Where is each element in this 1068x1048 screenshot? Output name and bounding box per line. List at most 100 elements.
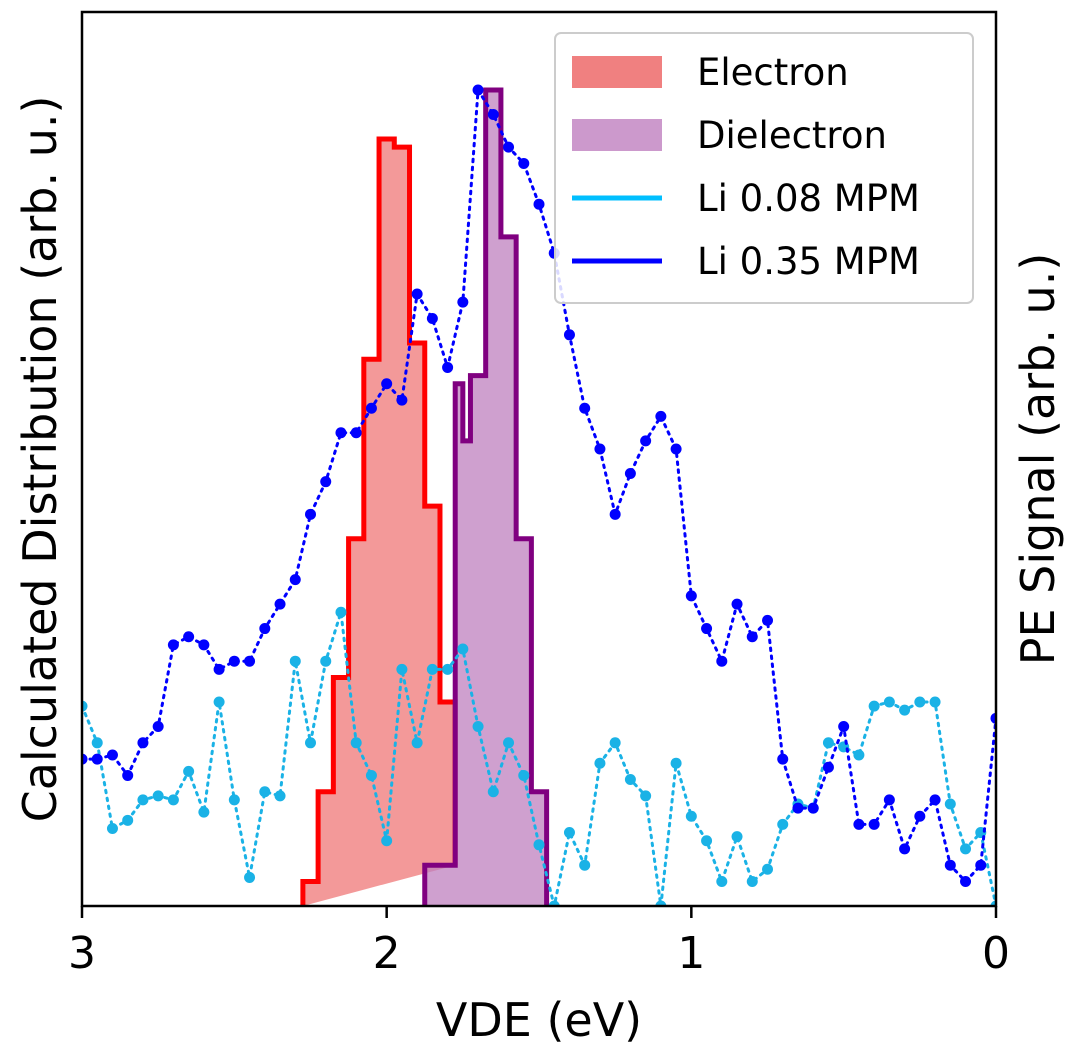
- series-2-point: [838, 720, 850, 732]
- series-1-point: [822, 737, 834, 749]
- series-1-point: [167, 794, 179, 806]
- series-2-point: [609, 508, 621, 520]
- series-2-point: [990, 712, 996, 724]
- series-1-point: [442, 663, 454, 675]
- series-2-point: [929, 794, 941, 806]
- series-1-point: [853, 749, 865, 761]
- series-1-point: [289, 655, 301, 667]
- series-1-point: [563, 827, 575, 839]
- series-2-point: [289, 574, 301, 586]
- legend-label-3: Li 0.08 MPM: [697, 177, 920, 220]
- series-2-point: [426, 312, 438, 324]
- plot-frame: [80, 10, 998, 908]
- series-2-point: [853, 818, 865, 830]
- series-2-point: [975, 859, 987, 871]
- series-1-point: [457, 643, 469, 655]
- series-1-point: [426, 663, 438, 675]
- series-1-point: [198, 806, 210, 818]
- series-1-point: [350, 737, 362, 749]
- series-2-point: [579, 402, 591, 414]
- series-2-point: [167, 639, 179, 651]
- series-2-point: [411, 288, 423, 300]
- series-2-point: [503, 141, 515, 153]
- series-1-point: [518, 769, 530, 781]
- series-1-point: [411, 737, 423, 749]
- series-1-point: [960, 843, 972, 855]
- series-2-point: [396, 394, 408, 406]
- series-2-point: [122, 769, 134, 781]
- x-axis-label: VDE (eV): [436, 993, 642, 1047]
- series-1-point: [548, 900, 560, 906]
- series-1-point: [381, 835, 393, 847]
- series-1-point: [259, 786, 271, 798]
- legend-swatch-1: [572, 56, 662, 88]
- series-1-point: [762, 863, 773, 875]
- series-1-point: [640, 790, 652, 802]
- series-2-point: [274, 598, 286, 610]
- series-2-point: [335, 427, 347, 439]
- series-1-point: [106, 822, 118, 834]
- series-1-point: [655, 900, 667, 906]
- series-2-point: [563, 329, 575, 341]
- series-2-point: [305, 508, 316, 520]
- series-2-point: [259, 623, 271, 635]
- series-2-point: [244, 655, 256, 667]
- series-1-point: [899, 704, 911, 716]
- series-1-point: [365, 769, 377, 781]
- series-2-point: [655, 410, 667, 422]
- x-tick-label: 2: [373, 928, 401, 979]
- histogram-dielectron-edge: [422, 87, 550, 906]
- histogram-electron-edge: [300, 136, 458, 906]
- x-tick-label: 0: [982, 928, 1010, 979]
- series-2-point: [381, 378, 393, 390]
- series-1-point: [82, 700, 88, 712]
- series-2-point: [350, 427, 362, 439]
- x-tick-label: 1: [677, 928, 705, 979]
- series-2-point: [883, 794, 895, 806]
- series-1-point: [320, 655, 332, 667]
- series-1-point: [594, 757, 606, 769]
- series-1-point: [883, 696, 895, 708]
- series-1-point: [335, 606, 347, 618]
- series-2-point: [365, 402, 377, 414]
- series-2-point: [914, 810, 926, 822]
- series-1-point: [472, 720, 484, 732]
- series-1-point: [624, 774, 636, 786]
- series-2-point: [868, 818, 880, 830]
- series-2-point: [594, 443, 606, 455]
- series-1-point: [244, 871, 256, 883]
- series-1-point: [731, 831, 743, 843]
- series-1-point: [305, 737, 316, 749]
- series-1-point: [152, 790, 164, 802]
- series-2-point: [640, 435, 652, 447]
- series-2-point: [807, 802, 819, 814]
- series-2-point: [899, 843, 911, 855]
- legend-box: [554, 32, 974, 304]
- series-2-point: [792, 802, 804, 814]
- series-1-point: [609, 737, 621, 749]
- series-2-point: [822, 761, 834, 773]
- series-2-point: [670, 443, 682, 455]
- series-1-point: [533, 839, 545, 851]
- legend-swatch-2: [572, 119, 662, 151]
- series-1-point: [670, 757, 682, 769]
- series-2-point: [152, 720, 164, 732]
- series-2-point: [746, 631, 758, 643]
- series-2-point: [320, 476, 332, 488]
- series-1-point: [183, 765, 195, 777]
- series-2-point: [731, 598, 743, 610]
- series-2-point: [762, 614, 773, 626]
- series-1-point: [944, 798, 956, 810]
- series-2-point: [472, 84, 484, 96]
- series-1-point: [701, 835, 713, 847]
- series-1-point: [213, 696, 225, 708]
- legend-label-2: Dielectron: [697, 114, 887, 157]
- series-2-point: [701, 623, 713, 635]
- series-1-point: [228, 794, 240, 806]
- series-2-point: [960, 876, 972, 888]
- series-1-point: [579, 859, 591, 871]
- y-axis-label-left: Calculated Distribution (arb. u.): [13, 96, 67, 823]
- series-1-point: [914, 696, 926, 708]
- x-tick-label: 3: [68, 928, 96, 979]
